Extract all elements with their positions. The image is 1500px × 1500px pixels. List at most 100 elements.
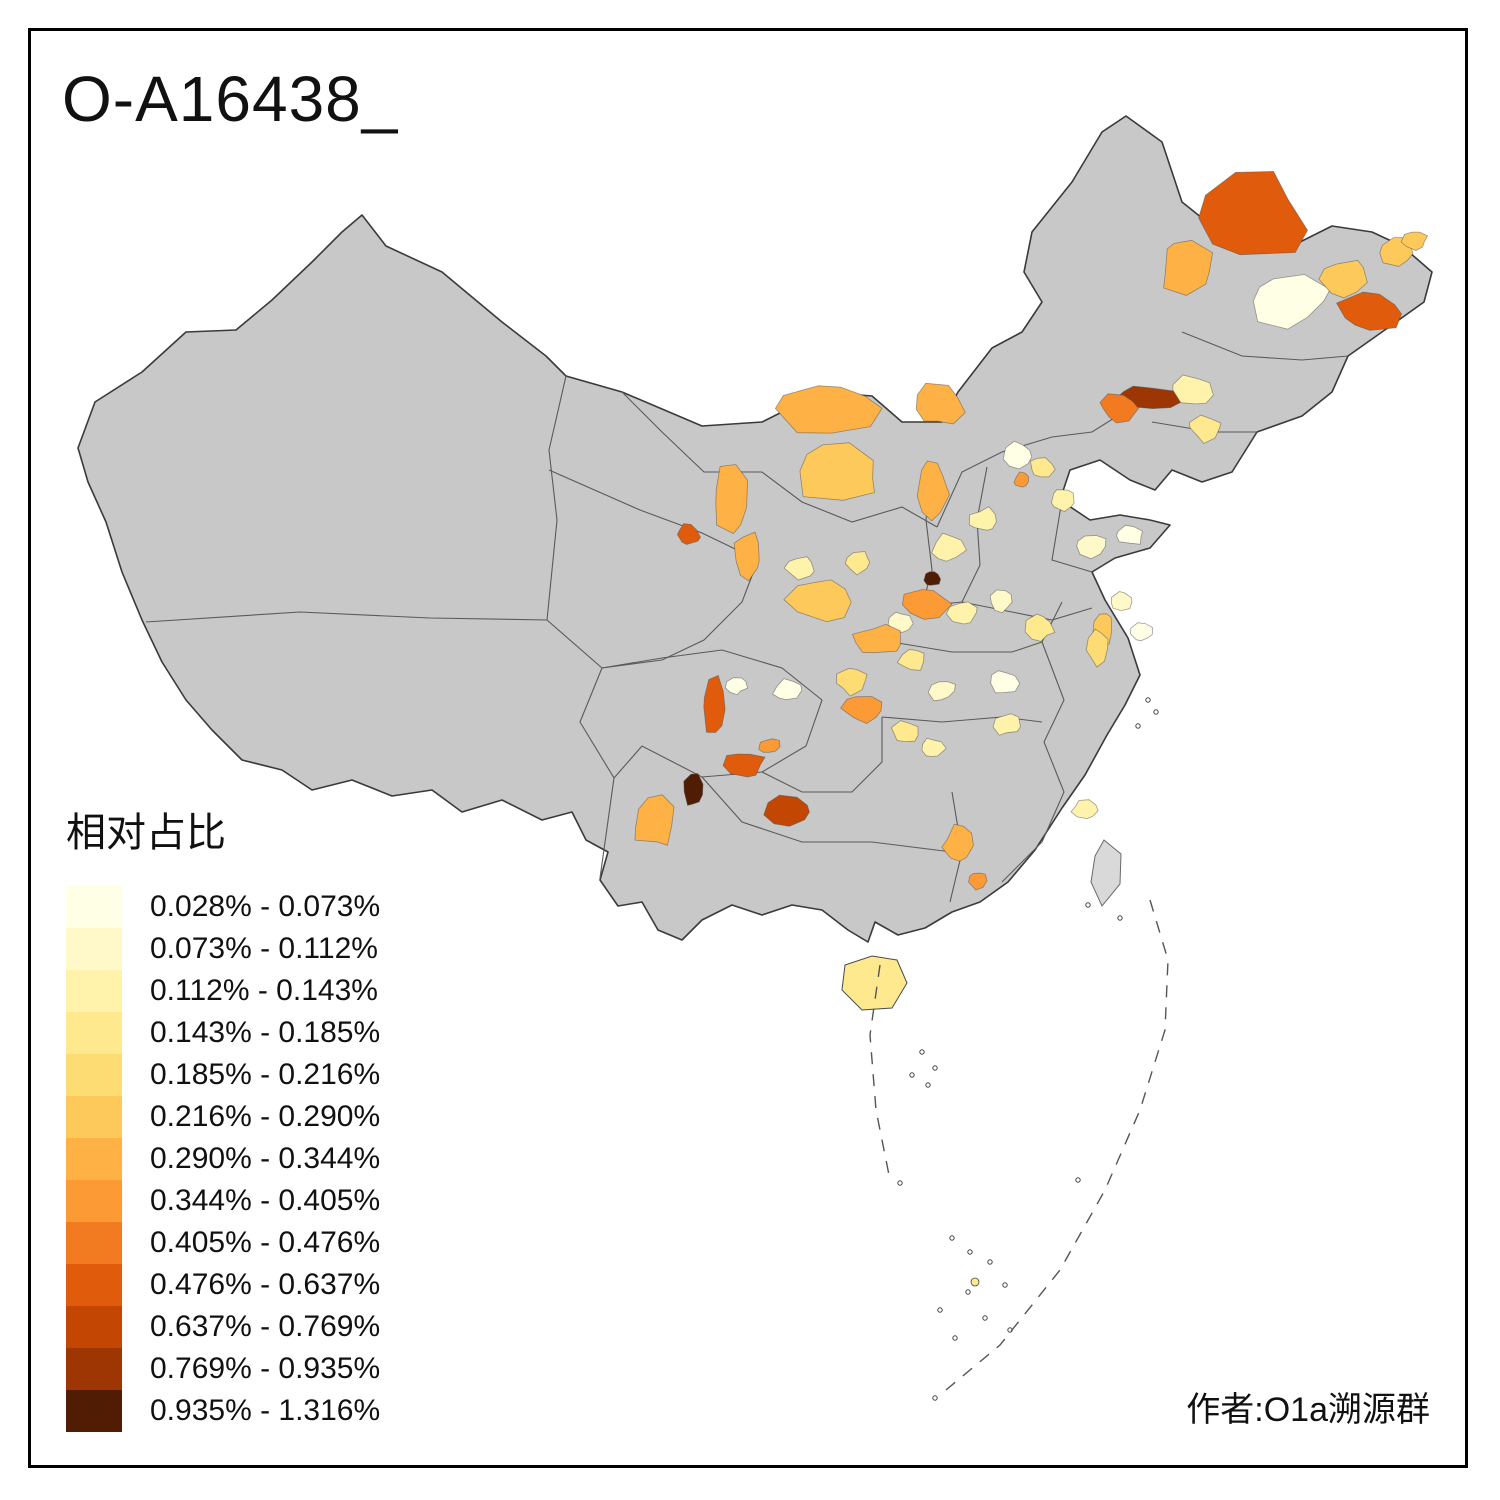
legend-swatch: [66, 1138, 122, 1180]
legend-class-row: 0.405% - 0.476%: [66, 1222, 486, 1264]
map-region-patch: [783, 579, 852, 623]
legend-swatch: [66, 1054, 122, 1096]
map-region-patch: [774, 385, 883, 434]
coastal-islets: [897, 697, 1159, 1401]
map-region-patch: [1252, 274, 1331, 330]
legend-label: 0.935% - 1.316%: [150, 1394, 381, 1427]
legend-swatch: [66, 1180, 122, 1222]
small-island-dot: [1085, 902, 1091, 908]
province-border-line: [1051, 499, 1093, 573]
province-border-line: [961, 466, 988, 603]
map-region-patch: [989, 589, 1013, 614]
map-region-patch: [851, 623, 902, 654]
taiwan-island: [1090, 839, 1122, 907]
map-region-patch: [890, 720, 919, 743]
map-region-patch: [968, 872, 988, 891]
map-region-patch: [1085, 628, 1109, 668]
map-region-patch: [783, 556, 815, 581]
small-island-dot: [987, 1259, 993, 1265]
legend-swatch: [66, 1264, 122, 1306]
province-border-line: [701, 776, 953, 853]
shaded-islet-dot: [970, 1277, 980, 1287]
legend-title: 相对占比: [66, 811, 226, 855]
province-border-line: [546, 375, 567, 621]
legend-label: 0.769% - 0.935%: [150, 1352, 381, 1385]
map-region-patch: [923, 571, 942, 586]
province-border-line: [145, 611, 548, 623]
map-region-patch: [840, 696, 883, 725]
map-region-patch: [1076, 535, 1107, 560]
legend-swatch: [66, 970, 122, 1012]
small-island-dot: [925, 1082, 931, 1088]
legend-class-row: 0.290% - 0.344%: [66, 1138, 486, 1180]
colored-region-patches: [634, 170, 1429, 891]
small-island-dot: [1002, 1282, 1008, 1288]
map-region-patch: [722, 753, 766, 778]
map-region-patch: [968, 506, 997, 531]
small-island-dot: [897, 1180, 903, 1186]
legend-label: 0.143% - 0.185%: [150, 1016, 381, 1049]
legend-swatch: [66, 1390, 122, 1432]
province-border-line: [548, 469, 759, 561]
small-island-dot: [965, 1289, 971, 1295]
province-border-line: [761, 717, 883, 793]
legend-label: 0.290% - 0.344%: [150, 1142, 381, 1175]
map-legend: 相对占比 0.028% - 0.073% 0.073% - 0.112% 0.112…: [66, 800, 486, 1432]
small-island-dot: [967, 1249, 973, 1255]
province-border-line: [891, 641, 1043, 653]
map-region-patch: [1318, 259, 1368, 299]
map-region-patch: [921, 737, 947, 757]
map-region-patch: [724, 677, 749, 696]
small-island-dot: [919, 1049, 925, 1055]
legend-swatch: [66, 1306, 122, 1348]
small-island-dot: [937, 1307, 943, 1313]
map-region-patch: [844, 551, 871, 576]
legend-label: 0.112% - 0.143%: [150, 974, 378, 1007]
legend-swatch: [66, 1222, 122, 1264]
map-region-patch: [771, 678, 803, 701]
map-region-patch: [715, 464, 749, 535]
province-border-line: [936, 404, 1136, 528]
legend-swatch: [66, 1096, 122, 1138]
legend-class-row: 0.028% - 0.073%: [66, 886, 486, 928]
map-region-patch: [901, 589, 953, 620]
small-island-dot: [932, 1065, 938, 1071]
map-region-patch: [915, 382, 966, 425]
map-region-patch: [916, 460, 950, 522]
map-region-patch: [990, 670, 1021, 694]
small-island-dot: [932, 1395, 938, 1401]
map-region-patch: [1400, 231, 1429, 251]
legend-class-row: 0.935% - 1.316%: [66, 1390, 486, 1432]
legend-class-row: 0.769% - 0.935%: [66, 1348, 486, 1390]
small-island-dot: [949, 1235, 955, 1241]
legend-label: 0.344% - 0.405%: [150, 1184, 381, 1217]
map-region-patch: [1188, 414, 1222, 444]
legend-swatch: [66, 886, 122, 928]
province-border-line: [1181, 331, 1349, 361]
map-region-patch: [1172, 374, 1214, 405]
map-region-patch: [1013, 471, 1030, 488]
map-region-patch: [992, 713, 1021, 736]
legend-class-row: 0.073% - 0.112%: [66, 928, 486, 970]
legend-rows: 0.028% - 0.073% 0.073% - 0.112% 0.112% - 0…: [66, 886, 486, 1432]
province-border-line: [881, 716, 1043, 723]
legend-label: 0.073% - 0.112%: [150, 932, 378, 965]
map-region-patch: [733, 531, 760, 582]
small-island-dot: [1145, 697, 1151, 703]
legend-class-row: 0.637% - 0.769%: [66, 1306, 486, 1348]
map-region-patch: [1129, 622, 1154, 642]
map-region-patch: [1050, 489, 1075, 512]
map-region-patch: [927, 681, 956, 702]
province-border-line: [601, 649, 823, 779]
map-region-patch: [1336, 291, 1402, 331]
map-region-patch: [896, 649, 925, 671]
map-region-patch: [676, 523, 701, 545]
map-region-patch: [836, 667, 868, 697]
province-border-line: [601, 559, 759, 669]
author-credit: 作者:O1a溯源群: [1186, 1391, 1430, 1429]
legend-swatch: [66, 1348, 122, 1390]
map-region-patch: [758, 738, 781, 753]
province-border-line: [546, 619, 615, 879]
